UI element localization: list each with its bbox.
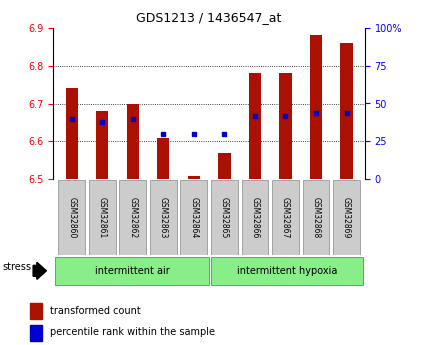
Bar [157,138,170,179]
FancyBboxPatch shape [150,180,177,255]
Text: GSM32865: GSM32865 [220,197,229,238]
Bar [249,73,261,179]
Bar [340,43,353,179]
Text: GSM32863: GSM32863 [159,197,168,238]
FancyBboxPatch shape [242,180,268,255]
Bar [188,176,200,179]
FancyArrow shape [33,262,46,279]
Text: percentile rank within the sample: percentile rank within the sample [50,327,215,337]
Bar [65,88,78,179]
FancyBboxPatch shape [303,180,329,255]
Text: intermittent hypoxia: intermittent hypoxia [237,266,337,276]
FancyBboxPatch shape [58,180,85,255]
Bar [30,303,42,319]
FancyBboxPatch shape [333,180,360,255]
Text: GSM32860: GSM32860 [67,197,76,238]
FancyBboxPatch shape [211,180,238,255]
Text: GSM32862: GSM32862 [128,197,138,238]
Bar [55,257,209,285]
Title: GDS1213 / 1436547_at: GDS1213 / 1436547_at [137,11,282,24]
Bar [96,111,109,179]
Text: GSM32866: GSM32866 [251,197,259,238]
Text: GSM32864: GSM32864 [190,197,198,238]
Bar [210,257,364,285]
Bar [127,104,139,179]
Bar [218,153,231,179]
FancyBboxPatch shape [119,180,146,255]
Text: GSM32867: GSM32867 [281,197,290,238]
Text: intermittent air: intermittent air [95,266,170,276]
Text: GSM32868: GSM32868 [312,197,320,238]
Bar [279,73,291,179]
FancyBboxPatch shape [89,180,116,255]
FancyBboxPatch shape [180,180,207,255]
Text: GSM32869: GSM32869 [342,197,351,238]
FancyBboxPatch shape [272,180,299,255]
Text: stress: stress [3,262,32,272]
Bar [30,325,42,341]
Text: GSM32861: GSM32861 [98,197,107,238]
Bar [310,35,322,179]
Text: transformed count: transformed count [50,306,141,316]
